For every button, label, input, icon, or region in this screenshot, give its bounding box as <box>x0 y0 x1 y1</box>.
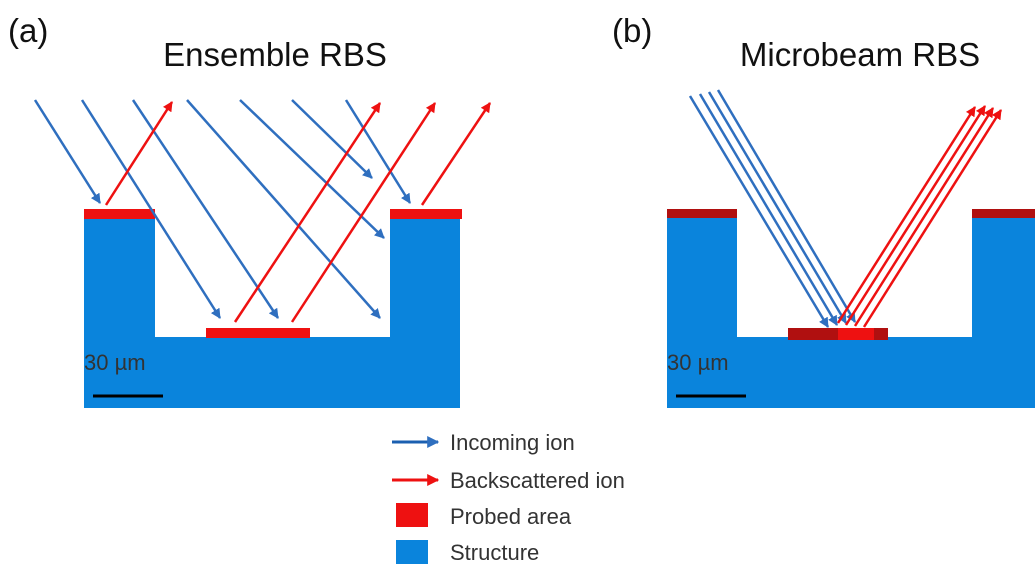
legend-label: Structure <box>450 540 539 565</box>
legend-swatch <box>396 503 428 527</box>
panel-title: Microbeam RBS <box>740 36 980 73</box>
diagram: (a) Ensemble RBS 30 µm (b) Microbeam RBS <box>0 0 1035 568</box>
legend: Incoming ion Backscattered ion Probed ar… <box>392 430 625 565</box>
legend-label: Backscattered ion <box>450 468 625 493</box>
structure <box>667 215 1035 408</box>
structure <box>84 215 460 408</box>
scale-bar-label: 30 µm <box>667 350 729 375</box>
panel-title: Ensemble RBS <box>163 36 387 73</box>
scale-bar-label: 30 µm <box>84 350 146 375</box>
legend-label: Probed area <box>450 504 572 529</box>
panel-label: (b) <box>612 12 652 49</box>
panel-label: (a) <box>8 12 48 49</box>
legend-label: Incoming ion <box>450 430 575 455</box>
legend-swatch <box>396 540 428 564</box>
